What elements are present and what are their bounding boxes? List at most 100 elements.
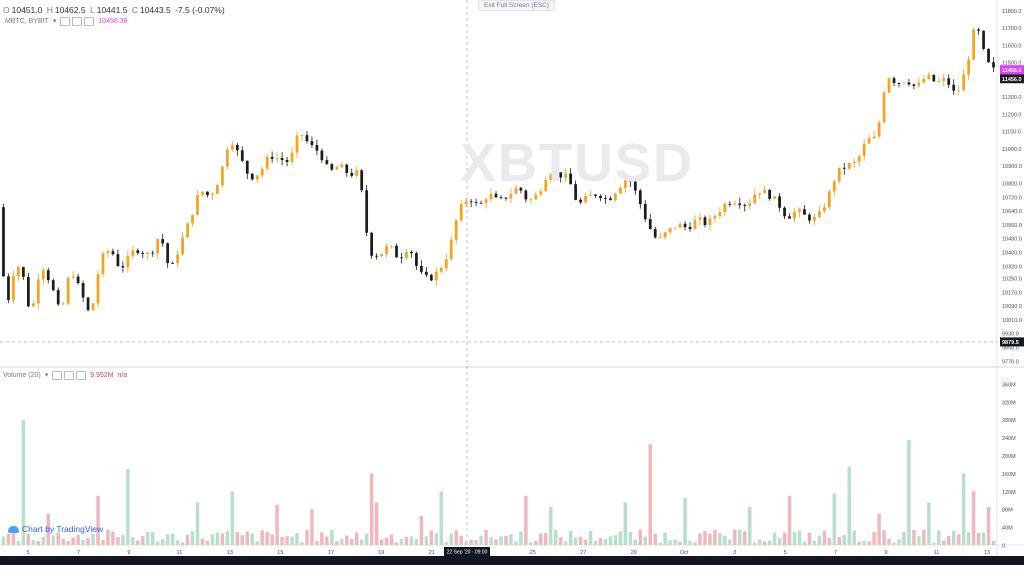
volume-bar [71, 537, 75, 545]
candle-body [295, 135, 299, 153]
volume-tick-label: 200M [1002, 454, 1016, 460]
time-tick-label: 11 [177, 550, 183, 556]
candle-body [698, 217, 702, 221]
candle-body [146, 252, 150, 255]
volume-bar [703, 530, 707, 545]
volume-bar [270, 534, 274, 545]
volume-bar [524, 495, 528, 545]
change-value: -7.5 (-0.07%) [175, 5, 225, 15]
candle-body [340, 164, 344, 168]
volume-bar [394, 542, 399, 545]
candle-body [216, 185, 219, 194]
candle-body [211, 193, 214, 196]
volume-bar [762, 541, 767, 545]
candle-body [225, 149, 229, 167]
candle-body [758, 193, 762, 195]
close-icon[interactable] [84, 17, 95, 26]
volume-bar [544, 532, 548, 545]
volume-bar [379, 539, 384, 545]
price-tick-label: 11700.0 [1002, 26, 1021, 32]
volume-tick-label: 80M [1002, 508, 1013, 514]
volume-bar [46, 513, 51, 545]
candle-body [862, 143, 866, 157]
candle-body [22, 267, 25, 277]
volume-bar [220, 533, 225, 545]
crosshair-price-badge-label: 9879.5 [1002, 340, 1019, 346]
candle-body [320, 150, 324, 161]
volume-bar [708, 533, 712, 545]
volume-bar [986, 506, 991, 545]
time-tick-label: 9 [885, 550, 888, 556]
candle-body [300, 135, 304, 136]
candle-body [827, 191, 831, 208]
candle-body [977, 29, 980, 31]
volume-bar [872, 531, 876, 545]
candle-body [798, 209, 801, 212]
volume-bar [31, 540, 36, 545]
price-tick-label: 11100.0 [1002, 130, 1021, 136]
candle-body [967, 59, 971, 75]
volume-bar [529, 542, 533, 545]
candle-body [564, 173, 568, 178]
volume-bar [832, 493, 837, 545]
candle-body [728, 203, 732, 205]
candle-body [171, 263, 175, 264]
volume-bar [922, 529, 926, 545]
candle-body [832, 181, 836, 192]
tradingview-logo[interactable]: Chart by TradingView [8, 524, 103, 534]
exit-fullscreen-button[interactable]: Exit Full Screen (ESC) [478, 0, 556, 11]
volume-dropdown-icon[interactable]: ▾ [44, 372, 49, 380]
volume-settings-icon[interactable] [64, 371, 75, 380]
series-name: .MBTC, BYBIT [3, 18, 49, 26]
volume-bar [200, 538, 205, 545]
candle-body [126, 255, 130, 268]
candle-body [837, 167, 841, 182]
candle-body [514, 187, 518, 194]
candle-body [240, 150, 244, 161]
candle-body [842, 167, 846, 169]
candle-body [529, 199, 533, 201]
volume-bar [847, 466, 851, 545]
volume-bar [434, 533, 439, 545]
volume-close-icon[interactable] [76, 371, 87, 380]
volume-bar [633, 539, 638, 545]
candle-body [653, 229, 657, 238]
volume-bar [733, 529, 737, 545]
candle-body [151, 252, 155, 254]
volume-bar [459, 535, 463, 545]
time-tick-label: 7 [77, 550, 80, 556]
volume-bar [11, 532, 16, 545]
volume-bar [961, 473, 966, 545]
volume-bar [698, 533, 702, 545]
volume-bar [185, 534, 190, 545]
volume-eye-icon[interactable] [52, 371, 63, 380]
volume-bar [573, 537, 578, 545]
volume-bar [131, 536, 135, 545]
volume-bar [150, 532, 155, 545]
volume-bar [41, 536, 46, 545]
time-tick-label: 27 [580, 550, 586, 556]
settings-icon[interactable] [72, 17, 83, 26]
candle-body [181, 237, 184, 255]
volume-bar [305, 529, 309, 545]
volume-tick-label: 160M [1002, 472, 1016, 478]
eye-icon[interactable] [60, 17, 71, 26]
volume-bar [718, 533, 722, 545]
candle-body [599, 195, 602, 199]
time-tick-label: 7 [834, 550, 837, 556]
candle-body [962, 74, 966, 91]
candle-body [360, 170, 364, 191]
series-dropdown-icon[interactable]: ▾ [52, 18, 57, 26]
candle-body [415, 253, 418, 266]
candle-body [628, 179, 632, 182]
candle-body [390, 245, 393, 247]
volume-bar [414, 539, 419, 545]
volume-bar [593, 540, 598, 545]
volume-bar [160, 539, 165, 545]
volume-bar [797, 530, 802, 545]
time-tick-label: 29 [631, 550, 637, 556]
volume-bar [514, 541, 518, 545]
time-tick-label: 3 [733, 550, 736, 556]
